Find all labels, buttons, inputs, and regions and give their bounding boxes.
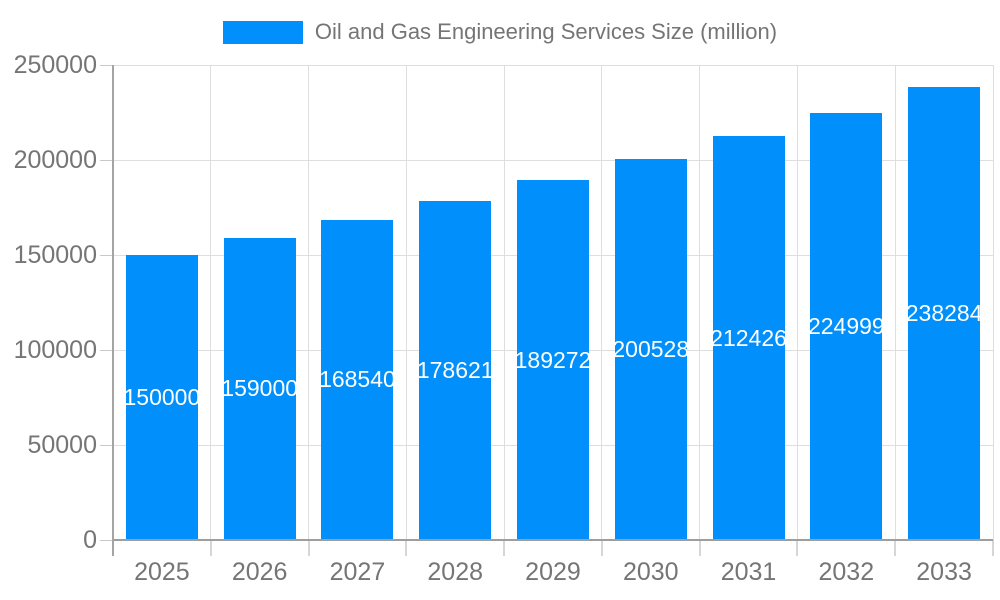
bar-value-label: 178621 <box>419 356 492 383</box>
bar-value-label: 224999 <box>810 312 883 339</box>
y-axis-line <box>112 65 114 556</box>
x-axis-tick-label: 2027 <box>329 558 386 586</box>
x-tick <box>894 540 897 556</box>
x-tick <box>307 540 310 556</box>
y-axis-tick-label: 250000 <box>13 51 97 79</box>
x-gridline <box>503 65 505 540</box>
x-axis-tick-label: 2029 <box>525 558 581 586</box>
x-axis-tick-label: 2033 <box>916 558 972 586</box>
x-tick <box>600 540 603 556</box>
x-gridline <box>601 65 603 540</box>
y-gridline <box>113 64 993 66</box>
bar-value-label: 238284 <box>908 300 981 327</box>
bar-2026[interactable]: 159000 <box>223 237 296 540</box>
x-tick <box>698 540 701 556</box>
y-axis-tick-label: 200000 <box>13 146 97 174</box>
x-tick <box>503 540 506 556</box>
x-gridline <box>308 65 310 540</box>
y-tick <box>100 64 113 66</box>
y-tick <box>100 254 113 256</box>
bar-2031[interactable]: 212426 <box>712 136 785 540</box>
x-axis-tick-label: 2032 <box>818 558 875 586</box>
y-tick <box>100 539 113 541</box>
legend-swatch-icon <box>222 20 303 44</box>
y-tick <box>100 349 113 351</box>
bar-2032[interactable]: 224999 <box>810 112 883 540</box>
x-axis-tick-label: 2026 <box>231 558 288 586</box>
y-axis-tick-label: 100000 <box>13 336 97 364</box>
bar-value-label: 150000 <box>125 384 198 410</box>
x-tick <box>209 540 212 556</box>
bar-value-label: 200528 <box>614 335 687 362</box>
y-axis-tick-label: 150000 <box>13 241 97 269</box>
x-axis-line <box>113 539 993 541</box>
x-axis-tick-label: 2028 <box>427 558 484 586</box>
x-axis-tick-label: 2025 <box>134 558 190 586</box>
y-tick <box>100 444 113 446</box>
bar-2025[interactable]: 150000 <box>125 255 198 540</box>
bar-value-label: 168540 <box>321 366 394 393</box>
y-gridline <box>113 159 993 161</box>
bar-value-label: 189272 <box>517 346 589 373</box>
x-gridline <box>796 65 798 540</box>
y-tick <box>100 159 113 161</box>
bar-value-label: 212426 <box>712 324 785 351</box>
x-tick <box>992 540 994 556</box>
x-axis-tick-label: 2031 <box>720 558 777 586</box>
x-gridline <box>992 65 994 540</box>
y-axis-tick-label: 0 <box>83 526 97 554</box>
bar-2029[interactable]: 189272 <box>517 180 589 540</box>
bar-value-label: 159000 <box>223 375 296 402</box>
legend-label: Oil and Gas Engineering Services Size (m… <box>314 19 778 44</box>
x-gridline <box>405 65 407 540</box>
x-gridline <box>210 65 212 540</box>
bar-2028[interactable]: 178621 <box>419 200 492 540</box>
bar-2033[interactable]: 238284 <box>908 87 981 540</box>
x-gridline <box>894 65 896 540</box>
y-axis-tick-label: 50000 <box>27 431 97 459</box>
x-tick <box>796 540 799 556</box>
legend-item[interactable]: Oil and Gas Engineering Services Size (m… <box>0 18 1000 46</box>
bar-2030[interactable]: 200528 <box>614 158 687 540</box>
x-gridline <box>699 65 701 540</box>
bar-2027[interactable]: 168540 <box>321 219 394 540</box>
x-tick <box>405 540 408 556</box>
x-axis-tick-label: 2030 <box>622 558 679 586</box>
